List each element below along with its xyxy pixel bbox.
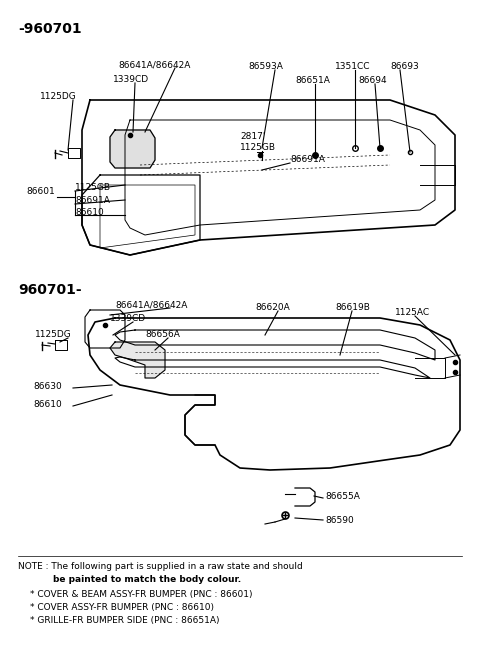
Text: 1125AC: 1125AC — [395, 308, 430, 317]
Text: 1339CD: 1339CD — [113, 75, 149, 84]
Text: NOTE : The following part is supplied in a raw state and should: NOTE : The following part is supplied in… — [18, 562, 303, 571]
Text: 1125DG: 1125DG — [35, 330, 72, 339]
Text: 1351CC: 1351CC — [335, 62, 371, 71]
Text: 86641A/86642A: 86641A/86642A — [115, 300, 187, 309]
Text: 1125GB: 1125GB — [75, 183, 111, 192]
Text: 86619B: 86619B — [335, 303, 370, 312]
Text: 86630: 86630 — [33, 382, 62, 391]
Text: 86641A/86642A: 86641A/86642A — [118, 60, 191, 69]
Text: 86656A: 86656A — [145, 330, 180, 339]
Text: 86655A: 86655A — [325, 492, 360, 501]
Text: 86601: 86601 — [26, 187, 55, 196]
Text: 1125DG: 1125DG — [40, 92, 77, 101]
Text: 86693: 86693 — [390, 62, 419, 71]
Text: 86610: 86610 — [75, 208, 104, 217]
Text: be painted to match the body colour.: be painted to match the body colour. — [53, 575, 241, 584]
Text: 86593A: 86593A — [248, 62, 283, 71]
Text: 86694: 86694 — [358, 76, 386, 85]
Text: * GRILLE-FR BUMPER SIDE (PNC : 86651A): * GRILLE-FR BUMPER SIDE (PNC : 86651A) — [30, 616, 219, 625]
Text: * COVER & BEAM ASSY-FR BUMPER (PNC : 86601): * COVER & BEAM ASSY-FR BUMPER (PNC : 866… — [30, 590, 252, 599]
Text: 86691A: 86691A — [75, 196, 110, 205]
Text: 86691A: 86691A — [290, 155, 325, 164]
Text: 2817': 2817' — [240, 132, 265, 141]
Text: 1339CD: 1339CD — [110, 314, 146, 323]
Text: -960701: -960701 — [18, 22, 82, 36]
Text: 960701-: 960701- — [18, 283, 82, 297]
Text: 86610: 86610 — [33, 400, 62, 409]
Text: 86620A: 86620A — [255, 303, 290, 312]
Text: 86651A: 86651A — [295, 76, 330, 85]
Text: 1125GB: 1125GB — [240, 143, 276, 152]
Polygon shape — [110, 342, 165, 378]
Text: * COVER ASSY-FR BUMPER (PNC : 86610): * COVER ASSY-FR BUMPER (PNC : 86610) — [30, 603, 214, 612]
Polygon shape — [110, 130, 155, 168]
Text: 86590: 86590 — [325, 516, 354, 525]
